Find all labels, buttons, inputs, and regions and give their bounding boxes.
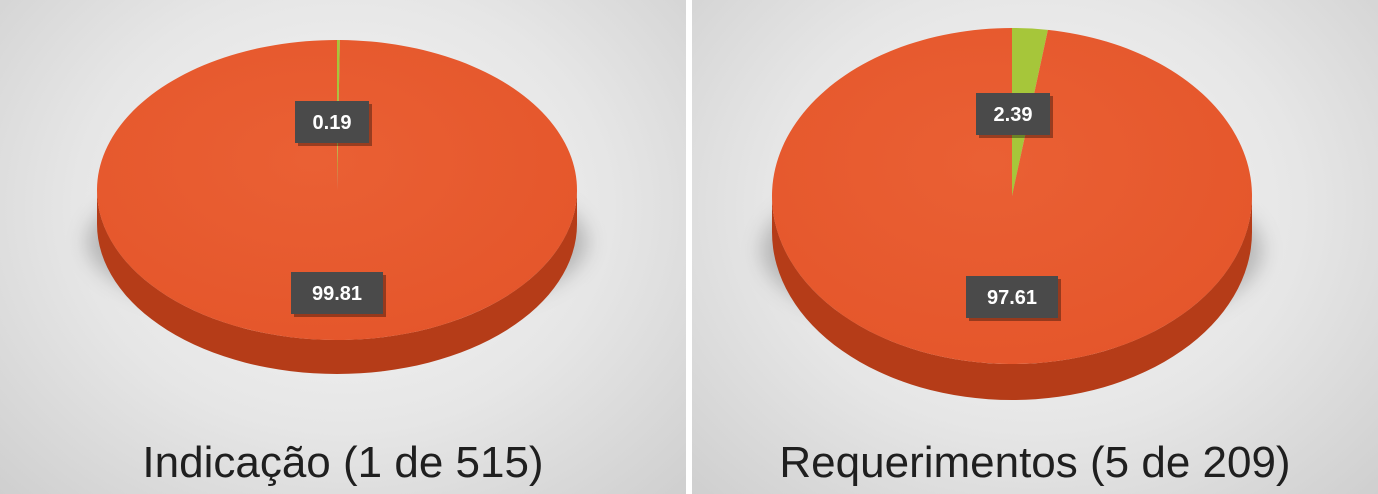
data-label-indicacao-minor: 0.19 [295, 101, 372, 146]
data-label-box [966, 276, 1058, 318]
chart-title-requerimentos: Requerimentos (5 de 209) [779, 438, 1291, 487]
data-label-indicacao-major: 99.81 [291, 272, 386, 317]
data-label-box [295, 101, 369, 143]
data-label-text: 2.39 [994, 104, 1033, 126]
pie-chart-requerimentos: 2.39 97.61 [762, 28, 1262, 400]
pie-panel-indicacao: 0.19 99.81 Indicação (1 de 515) [0, 0, 686, 494]
data-label-text: 0.19 [313, 112, 352, 134]
pie-side-requerimentos [772, 196, 1252, 400]
data-label-requerimentos-minor: 2.39 [976, 93, 1053, 138]
pie-slice-indicacao-major [96, 40, 577, 341]
data-label-text: 99.81 [312, 283, 362, 305]
data-label-requerimentos-major: 97.61 [966, 276, 1061, 321]
data-label-box [976, 93, 1050, 135]
pie-slice-requerimentos-major [772, 28, 1252, 364]
data-label-box [291, 272, 383, 314]
pie-chart-indicacao: 0.19 99.81 [87, 40, 587, 374]
pie-side-indicacao [97, 190, 577, 374]
chart-title-indicacao: Indicação (1 de 515) [142, 438, 544, 487]
data-label-text: 97.61 [987, 287, 1037, 309]
pie-panel-requerimentos: 2.39 97.61 Requerimentos (5 de 209) [692, 0, 1378, 494]
